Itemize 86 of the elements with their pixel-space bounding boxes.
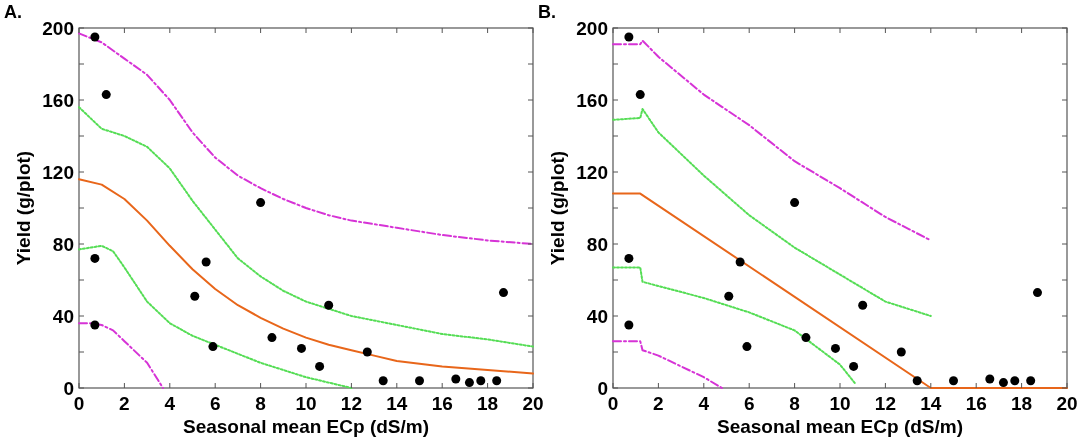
point	[1010, 376, 1020, 386]
point	[476, 376, 486, 386]
y-tick-label: 200	[42, 18, 74, 39]
y-tick-label: 120	[576, 162, 608, 183]
x-tick-label: 2	[119, 393, 130, 414]
x-axis-title: Seasonal mean ECp (dS/m)	[716, 416, 964, 437]
x-tick-label: 8	[789, 393, 800, 414]
y-tick-label: 40	[586, 306, 608, 327]
point	[624, 32, 634, 42]
point	[201, 257, 211, 267]
point	[378, 376, 388, 386]
point	[790, 198, 800, 208]
point	[415, 376, 424, 386]
x-axis-title: Seasonal mean ECp (dS/m)	[182, 416, 430, 437]
point	[849, 361, 859, 371]
point	[492, 376, 502, 386]
x-tick-label: 8	[255, 393, 266, 414]
y-tick-label: 0	[63, 378, 74, 399]
point	[90, 320, 100, 330]
y-tick-label: 80	[52, 234, 74, 255]
x-tick-label: 6	[209, 393, 221, 414]
point	[190, 291, 200, 301]
x-tick-label: 18	[1011, 393, 1033, 414]
x-tick-label: 10	[295, 393, 317, 414]
line-series	[78, 106, 534, 348]
point	[208, 342, 218, 352]
point	[724, 291, 734, 301]
x-tick-label: 4	[164, 393, 176, 414]
x-tick-label: 14	[920, 393, 942, 414]
line-series	[78, 178, 534, 375]
point	[90, 253, 100, 263]
point	[624, 320, 634, 330]
x-tick-label: 12	[340, 393, 362, 414]
y-tick-label: 40	[52, 306, 74, 327]
point	[858, 300, 868, 310]
point	[1032, 288, 1042, 298]
point	[498, 288, 508, 298]
point	[985, 374, 995, 384]
x-tick-label: 6	[743, 393, 755, 414]
y-tick-label: 0	[597, 378, 608, 399]
line-series	[612, 340, 723, 389]
point	[949, 376, 958, 386]
x-tick-label: 14	[386, 393, 408, 414]
x-tick-label: 16	[965, 393, 987, 414]
point	[735, 257, 745, 267]
x-tick-label: 10	[829, 393, 851, 414]
y-tick-label: 80	[586, 234, 608, 255]
point	[451, 374, 461, 384]
y-axis-title: Yield (g/plot)	[13, 150, 34, 266]
y-tick-label: 160	[576, 90, 608, 111]
x-tick-label: 2	[653, 393, 664, 414]
point	[267, 333, 277, 343]
line-series	[612, 266, 857, 386]
point	[998, 378, 1008, 388]
point	[912, 376, 922, 386]
y-tick-label: 160	[42, 90, 74, 111]
y-tick-label: 120	[42, 162, 74, 183]
point	[830, 343, 840, 353]
x-tick-label: 4	[698, 393, 710, 414]
line-series	[78, 322, 164, 389]
point	[635, 90, 645, 100]
point	[296, 343, 306, 353]
x-tick-label: 18	[477, 393, 499, 414]
point	[256, 198, 266, 208]
line-series	[612, 108, 932, 317]
chart-title: A.	[4, 2, 22, 22]
line-series	[612, 39, 932, 242]
point	[101, 90, 111, 100]
line-series	[78, 244, 353, 389]
x-tick-label: 16	[431, 393, 453, 414]
point	[464, 378, 474, 388]
point	[315, 361, 325, 371]
x-tick-label: 20	[522, 393, 544, 414]
point	[742, 342, 752, 352]
point	[624, 253, 634, 263]
point	[1026, 376, 1036, 386]
point	[896, 347, 906, 357]
point	[362, 347, 372, 357]
x-tick-label: 20	[1056, 393, 1078, 414]
point	[324, 300, 334, 310]
chart-title: B.	[538, 2, 556, 22]
y-tick-label: 200	[576, 18, 608, 39]
point	[90, 32, 100, 42]
point	[801, 333, 811, 343]
y-axis-title: Yield (g/plot)	[547, 150, 568, 266]
x-tick-label: 12	[874, 393, 896, 414]
